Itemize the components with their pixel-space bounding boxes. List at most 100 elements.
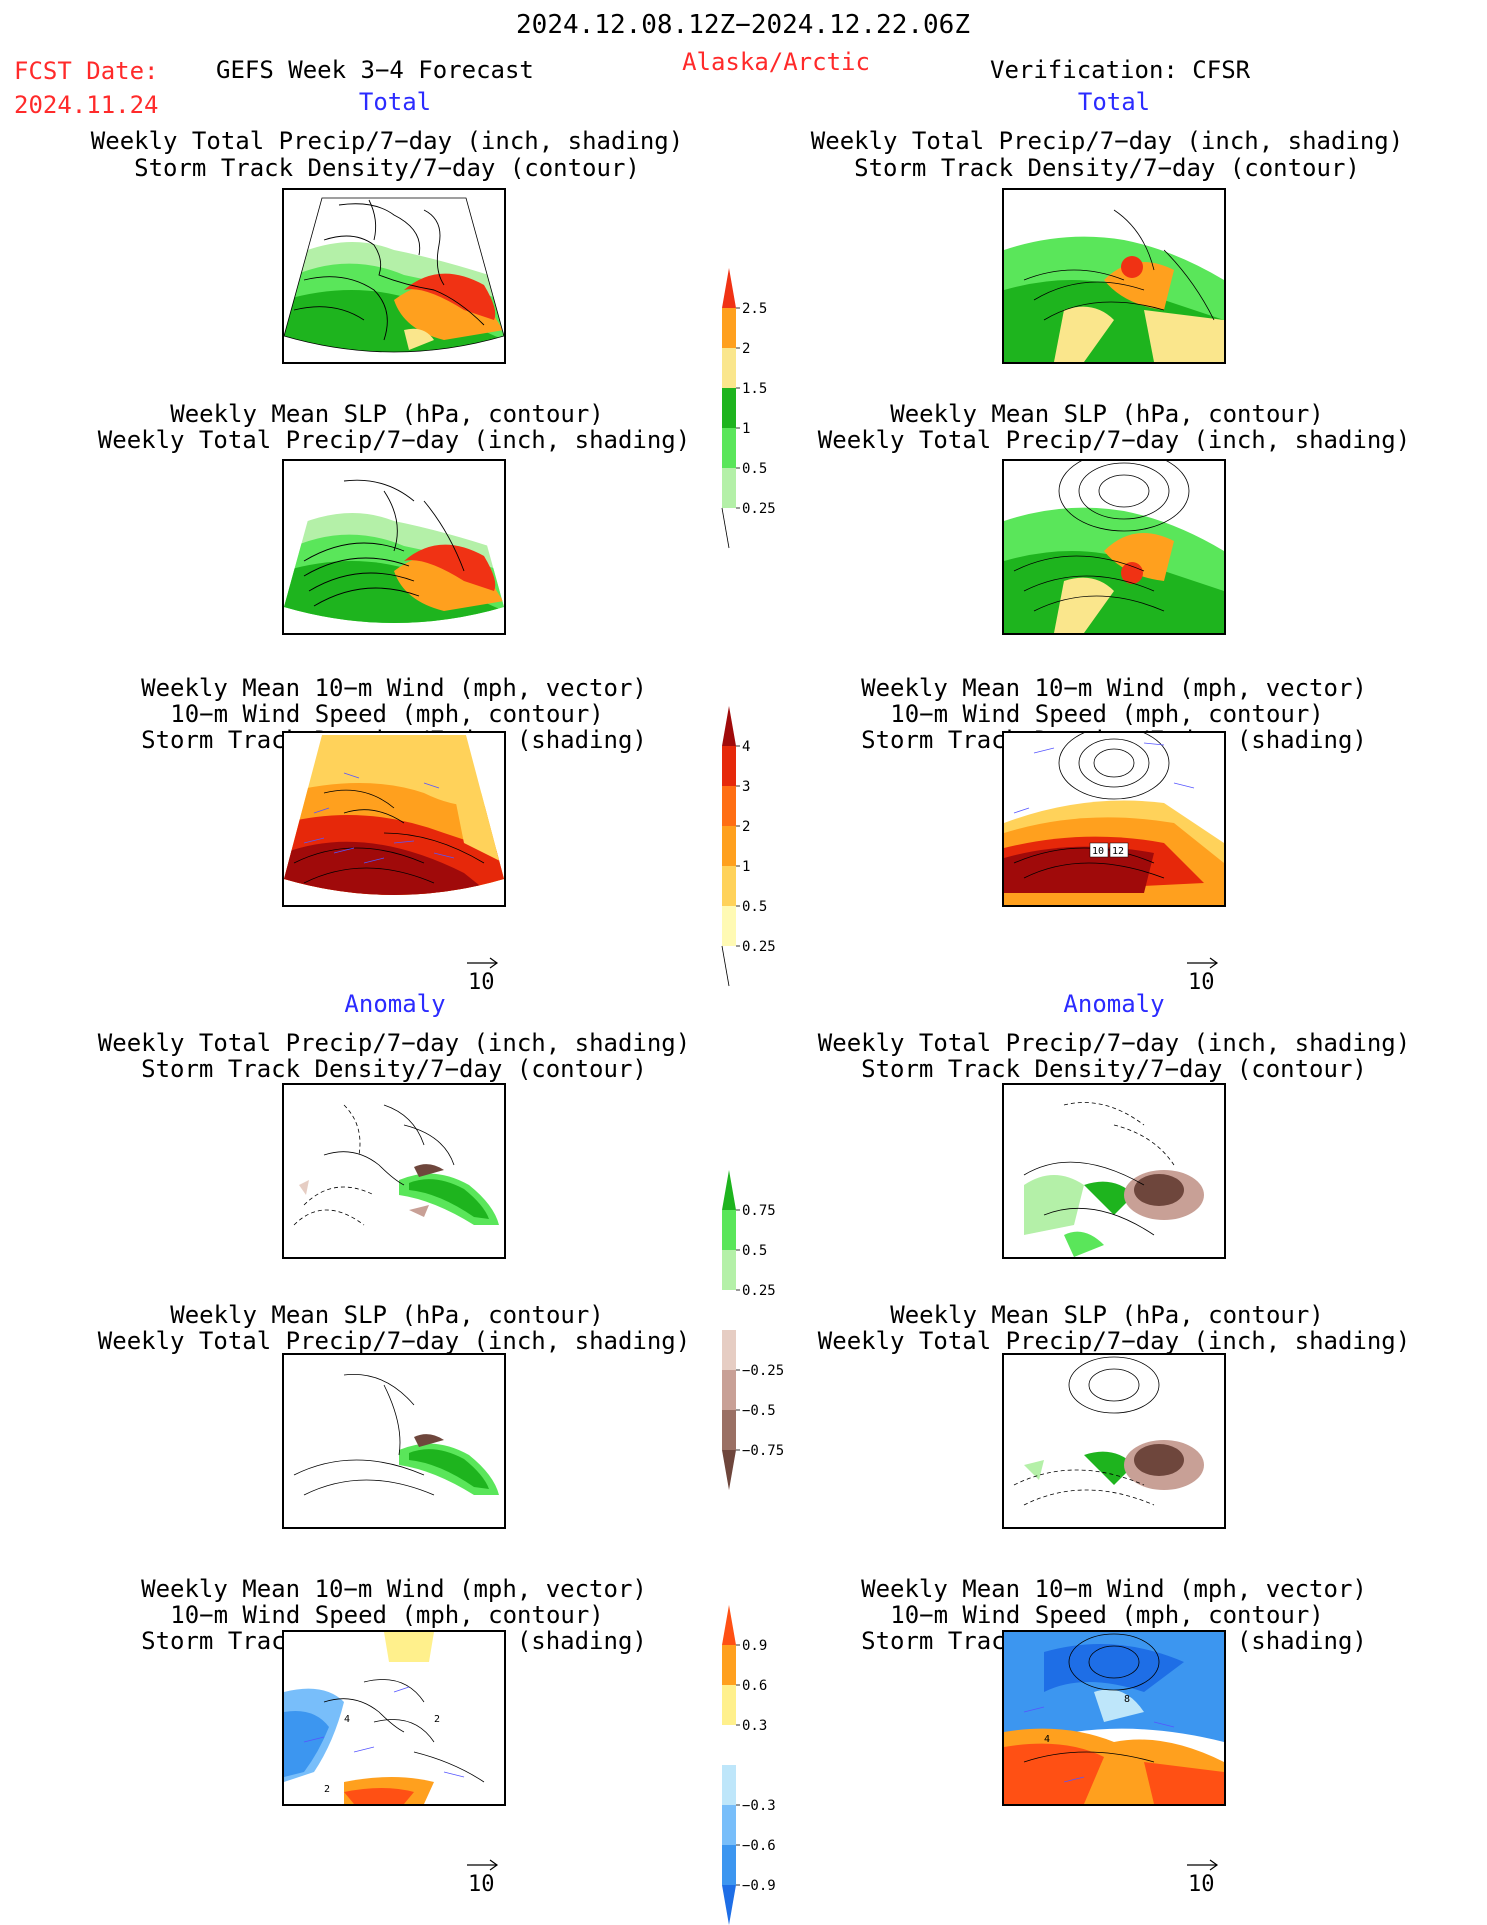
colorbar-band: [722, 1290, 736, 1330]
vector-ref-label-l1: 10: [468, 970, 495, 995]
map-gefs-anom-slp-precip: [282, 1353, 506, 1529]
panel-title-r6b: 10−m Wind Speed (mph, contour): [890, 1601, 1324, 1629]
panel-title-r1b: Storm Track Density/7−day (contour): [854, 154, 1360, 182]
panel-title-r3b: 10−m Wind Speed (mph, contour): [890, 700, 1324, 728]
colorbar-bottom-triangle: [722, 1450, 736, 1490]
colorbar-tick-label: −0.9: [742, 1878, 776, 1894]
colorbar-storm-anom: −0.9 −0.6 −0.3 0.3 0.6 0.9: [720, 1605, 840, 1925]
section-total-left: Total: [358, 88, 432, 116]
colorbar-top-triangle: [722, 706, 736, 746]
verification-title: Verification: CFSR: [990, 56, 1251, 84]
colorbar-band: [722, 1330, 736, 1370]
colorbar-band: [722, 428, 736, 468]
colorbar-band: [722, 1725, 736, 1765]
vector-ref-l2: [465, 1857, 505, 1897]
map-gefs-total-slp-precip: [282, 459, 506, 635]
map-label-cfsr-12: 12: [1112, 846, 1124, 857]
panel-title-r4a: Weekly Total Precip/7−day (inch, shading…: [817, 1029, 1411, 1057]
fcst-date-value: 2024.11.24: [14, 91, 159, 119]
panel-title-l2a: Weekly Mean SLP (hPa, contour): [170, 400, 604, 428]
fcst-date-label: FCST Date:: [14, 57, 159, 85]
panel-title-r2a: Weekly Mean SLP (hPa, contour): [890, 400, 1324, 428]
colorbar-band: [722, 826, 736, 866]
colorbar-tick-label: 0.25: [742, 939, 776, 955]
section-anomaly-right: Anomaly: [1063, 990, 1165, 1018]
colorbar-storm-total: 0.25 0.5 1 2 3 4: [720, 706, 840, 996]
colorbar-precip-total: 0.25 0.5 1 1.5 2 2.5: [720, 268, 840, 558]
product-title: GEFS Week 3−4 Forecast: [216, 56, 534, 84]
section-anomaly-left: Anomaly: [344, 990, 446, 1018]
colorbar-bottom-triangle: [722, 1885, 736, 1925]
panel-title-r5b: Weekly Total Precip/7−day (inch, shading…: [817, 1327, 1411, 1355]
map-cfsr-total-slp-precip: [1002, 459, 1226, 635]
panel-title-r5a: Weekly Mean SLP (hPa, contour): [890, 1301, 1324, 1329]
colorbar-band: [722, 746, 736, 786]
panel-title-l3a: Weekly Mean 10−m Wind (mph, vector): [141, 674, 647, 702]
vector-ref-label-l2: 10: [468, 1872, 495, 1897]
colorbar-band: [722, 1210, 736, 1250]
colorbar-tick-label: 0.5: [742, 899, 767, 915]
colorbar-tick-label: −0.6: [742, 1838, 776, 1854]
colorbar-band: [722, 1645, 736, 1685]
colorbar-tick-label: 0.5: [742, 1243, 767, 1259]
colorbar-svg-precip-anom: −0.75 −0.5 −0.25 0.25 0.5 0.75: [722, 1170, 784, 1490]
map-cfsr-total-wind-storm: 10 12: [1002, 731, 1226, 907]
section-total-right: Total: [1077, 88, 1151, 116]
panel-title-r4b: Storm Track Density/7−day (contour): [861, 1055, 1367, 1083]
colorbar-tick-label: −0.3: [742, 1798, 776, 1814]
colorbar-tick-label: 0.9: [742, 1638, 767, 1654]
map-gefs-anom-wind-storm: 4 2 2: [282, 1630, 506, 1806]
vector-ref-l1: [465, 955, 505, 995]
colorbar-svg-storm-anom: −0.9 −0.6 −0.3 0.3 0.6 0.9: [722, 1605, 776, 1925]
map-cfsr-total-precip-storm: [1002, 188, 1226, 364]
vector-ref-r1: [1185, 955, 1225, 995]
panel-title-r6a: Weekly Mean 10−m Wind (mph, vector): [861, 1575, 1367, 1603]
map-gefs-anom-precip-storm: [282, 1083, 506, 1259]
vector-ref-r2: [1185, 1857, 1225, 1897]
panel-title-l4b: Storm Track Density/7−day (contour): [141, 1055, 647, 1083]
colorbar-band: [722, 348, 736, 388]
panel-title-l6b: 10−m Wind Speed (mph, contour): [170, 1601, 604, 1629]
colorbar-band: [722, 1250, 736, 1290]
colorbar-tick-label: 3: [742, 779, 750, 795]
colorbar-top-triangle: [722, 1170, 736, 1210]
colorbar-band: [722, 1685, 736, 1725]
colorbar-tick-label: 0.25: [742, 1283, 776, 1299]
panel-title-l1a: Weekly Total Precip/7−day (inch, shading…: [90, 127, 684, 155]
map-label-cfsr-b: 8: [1124, 1694, 1130, 1705]
colorbar-tick-label: 1.5: [742, 381, 767, 397]
colorbar-band: [722, 866, 736, 906]
panel-title-l1b: Storm Track Density/7−day (contour): [134, 154, 640, 182]
colorbar-band: [722, 468, 736, 508]
colorbar-tail: [721, 945, 730, 987]
colorbar-tick-label: 0.25: [742, 501, 776, 517]
colorbar-svg-precip-total: 0.25 0.5 1 1.5 2 2.5: [721, 268, 776, 549]
map-cfsr-anom-slp-precip: [1002, 1353, 1226, 1529]
colorbar-tail: [721, 507, 730, 549]
map-label-b: 2: [434, 1714, 440, 1725]
colorbar-band: [722, 308, 736, 348]
colorbar-band: [722, 388, 736, 428]
colorbar-tick-label: 0.5: [742, 461, 767, 477]
panel-title-l3b: 10−m Wind Speed (mph, contour): [170, 700, 604, 728]
panel-title-l5b: Weekly Total Precip/7−day (inch, shading…: [97, 1327, 691, 1355]
region-title: Alaska/Arctic: [682, 48, 870, 76]
date-range-title: 2024.12.08.12Z−2024.12.22.06Z: [516, 10, 970, 40]
map-label-c: 2: [324, 1784, 330, 1795]
colorbar-top-triangle: [722, 268, 736, 308]
panel-title-l5a: Weekly Mean SLP (hPa, contour): [170, 1301, 604, 1329]
panel-title-r1a: Weekly Total Precip/7−day (inch, shading…: [810, 127, 1404, 155]
colorbar-tick-label: 2: [742, 341, 750, 357]
colorbar-tick-label: 2: [742, 819, 750, 835]
map-label-cfsr-a: 4: [1044, 1734, 1050, 1745]
colorbar-tick-label: 1: [742, 421, 750, 437]
colorbar-tick-label: 0.3: [742, 1718, 767, 1734]
colorbar-band: [722, 1845, 736, 1885]
map-label-a: 4: [344, 1714, 350, 1725]
colorbar-tick-label: 2.5: [742, 301, 767, 317]
panel-title-l6a: Weekly Mean 10−m Wind (mph, vector): [141, 1575, 647, 1603]
vector-ref-label-r1: 10: [1188, 970, 1215, 995]
panel-title-l4a: Weekly Total Precip/7−day (inch, shading…: [97, 1029, 691, 1057]
map-cfsr-anom-precip-storm: [1002, 1083, 1226, 1259]
colorbar-svg-storm-total: 0.25 0.5 1 2 3 4: [721, 706, 776, 987]
